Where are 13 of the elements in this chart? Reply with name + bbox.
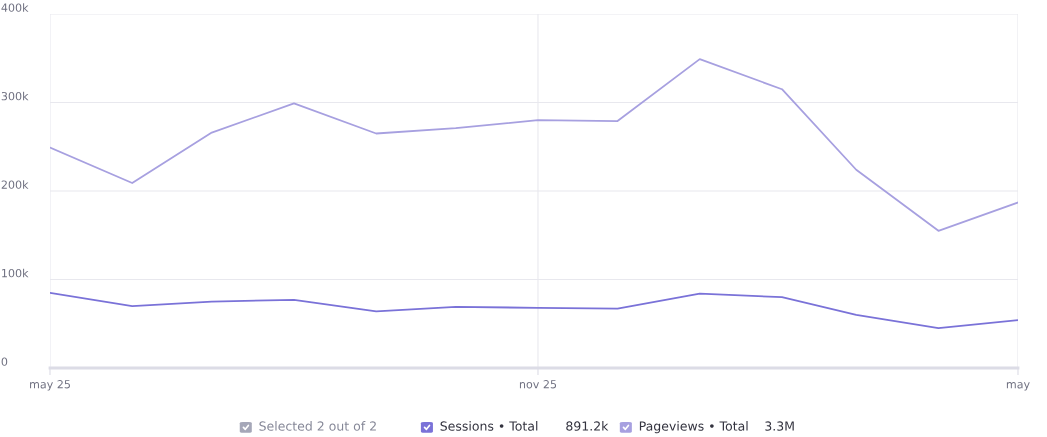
y-tick-label: 300k — [1, 91, 29, 101]
x-tick-label: may 25 — [30, 380, 70, 391]
x-tick-label: may — [1006, 382, 1030, 391]
text: 891.2k — [566, 421, 609, 431]
x-tick-label: nov 25 — [519, 380, 557, 389]
legend-label: Pageviews • Total — [639, 421, 748, 434]
y-tick-label: 0 — [1, 357, 8, 366]
y-tick-label: 100k — [2, 268, 29, 278]
legend-label: Sessions • Total — [440, 421, 538, 431]
text: 3.3M — [765, 421, 794, 431]
y-tick-label: 400k — [1, 3, 29, 12]
y-tick-label: 200k — [1, 180, 29, 189]
text: Selected 2 out of 2 — [259, 421, 376, 431]
